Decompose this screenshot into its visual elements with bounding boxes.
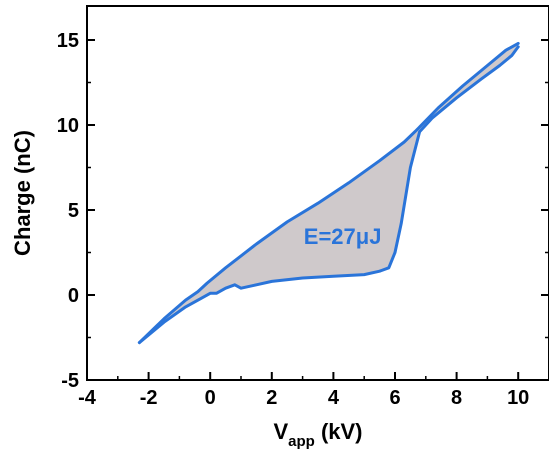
x-axis-title-subscript: app <box>288 433 315 450</box>
y-tick-label: 0 <box>68 285 79 307</box>
plot-frame <box>86 5 549 381</box>
energy-annotation: E=27μJ <box>304 224 382 249</box>
series-line-0 <box>137 45 520 345</box>
x-tick-label: 6 <box>389 387 400 409</box>
y-tick-label: -5 <box>61 370 79 392</box>
y-tick-label: 15 <box>57 30 79 52</box>
x-tick-label: 2 <box>266 387 277 409</box>
tick-label-layer: -4 -2 0 2 4 6 8 10 -5 0 5 10 15 <box>57 30 530 409</box>
x-tick-label: -4 <box>78 387 97 409</box>
y-tick-label: 10 <box>57 115 79 137</box>
x-axis-title-main: V <box>273 419 288 444</box>
y-tick-label: 5 <box>68 200 79 222</box>
y-axis-title: Charge (nC) <box>10 130 35 256</box>
x-tick-label: 0 <box>205 387 216 409</box>
x-tick-label: -2 <box>140 387 158 409</box>
x-tick-label: 8 <box>451 387 462 409</box>
series-layer <box>137 41 520 345</box>
series-line-1 <box>137 41 520 345</box>
x-axis-title-unit: (kV) <box>315 419 363 444</box>
x-tick-label: 10 <box>507 387 529 409</box>
x-tick-label: 4 <box>328 387 340 409</box>
energy-area-fill <box>139 43 519 343</box>
x-axis-title: Vapp (kV) <box>273 419 362 450</box>
